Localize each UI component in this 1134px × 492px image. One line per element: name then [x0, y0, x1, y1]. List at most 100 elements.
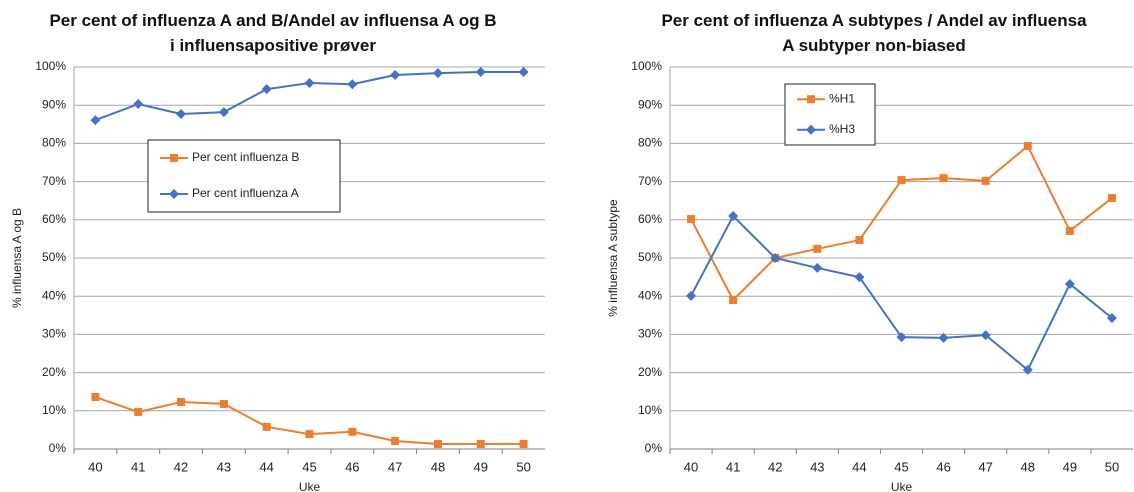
y-tick-label: 30%	[638, 327, 662, 341]
y-tick-label: 60%	[42, 212, 66, 226]
marker	[134, 407, 143, 416]
marker	[432, 68, 443, 79]
x-tick-label: 44	[259, 459, 273, 474]
marker	[1106, 312, 1117, 323]
marker	[897, 176, 906, 185]
marker	[518, 66, 529, 77]
y-axis-label: % influensa A og B	[10, 208, 24, 308]
x-tick-label: 43	[810, 459, 824, 474]
marker	[813, 244, 822, 253]
x-tick-label: 50	[1105, 459, 1119, 474]
marker	[475, 66, 486, 77]
marker	[219, 399, 228, 408]
x-tick-label: 42	[174, 459, 188, 474]
x-tick-label: 50	[516, 459, 530, 474]
x-tick-label: 49	[474, 459, 488, 474]
marker	[218, 107, 229, 118]
marker	[686, 290, 697, 301]
marker	[262, 422, 271, 431]
x-tick-label: 45	[894, 459, 908, 474]
marker	[177, 398, 186, 407]
y-tick-label: 100%	[35, 59, 66, 73]
x-axis-label: Uke	[891, 480, 913, 492]
y-tick-label: 10%	[638, 403, 662, 417]
marker	[433, 440, 442, 449]
legend-box	[147, 139, 341, 213]
y-tick-label: 70%	[42, 174, 66, 188]
y-tick-label: 0%	[645, 441, 663, 455]
marker	[980, 330, 991, 341]
legend-label: Per cent influenza B	[192, 150, 299, 164]
marker	[855, 236, 864, 245]
marker	[347, 79, 358, 90]
marker	[476, 440, 485, 449]
y-tick-label: 70%	[638, 174, 662, 188]
marker	[938, 332, 949, 343]
y-tick-label: 20%	[42, 365, 66, 379]
marker	[1065, 226, 1074, 235]
marker	[854, 272, 865, 283]
legend-label: Per cent influenza A	[192, 186, 299, 200]
legend-marker	[169, 189, 179, 199]
x-tick-label: 49	[1063, 459, 1077, 474]
x-tick-label: 48	[431, 459, 445, 474]
marker	[261, 84, 272, 95]
marker	[981, 176, 990, 185]
marker	[1023, 142, 1032, 151]
x-tick-label: 43	[217, 459, 231, 474]
x-tick-label: 46	[936, 459, 950, 474]
x-tick-label: 45	[302, 459, 316, 474]
marker	[812, 262, 823, 273]
y-tick-label: 10%	[42, 403, 66, 417]
marker	[304, 78, 315, 89]
x-tick-label: 46	[345, 459, 359, 474]
x-tick-label: 40	[684, 459, 698, 474]
marker	[133, 99, 144, 110]
marker	[1064, 278, 1075, 289]
marker	[1107, 194, 1116, 203]
y-tick-label: 50%	[638, 250, 662, 264]
y-axis-label: % influensa A subtype	[606, 199, 620, 317]
line	[690, 214, 1113, 372]
x-tick-label: 40	[88, 459, 102, 474]
marker	[348, 427, 357, 436]
y-tick-label: 100%	[631, 59, 662, 73]
chart-title: Per cent of influenza A and B/Andel av i…	[49, 11, 497, 55]
y-tick-label: 90%	[638, 97, 662, 111]
x-axis-label: Uke	[299, 480, 321, 492]
y-tick-label: 40%	[638, 288, 662, 302]
marker	[939, 174, 948, 183]
y-tick-label: 60%	[638, 212, 662, 226]
line	[690, 144, 1113, 302]
y-tick-label: 80%	[42, 136, 66, 150]
x-tick-label: 42	[768, 459, 782, 474]
y-tick-label: 40%	[42, 288, 66, 302]
y-tick-label: 80%	[638, 136, 662, 150]
y-tick-label: 30%	[42, 327, 66, 341]
legend-marker	[806, 124, 816, 135]
marker	[90, 115, 101, 126]
x-tick-label: 47	[978, 459, 992, 474]
legend-label: %H3	[829, 122, 855, 136]
marker	[91, 393, 100, 402]
marker	[176, 108, 187, 119]
marker	[728, 210, 739, 221]
y-tick-label: 20%	[638, 365, 662, 379]
x-tick-label: 47	[388, 459, 402, 474]
y-tick-label: 50%	[42, 250, 66, 264]
marker	[519, 440, 528, 449]
marker	[1022, 364, 1033, 375]
chart-title: Per cent of influenza A subtypes / Andel…	[661, 11, 1087, 55]
marker	[729, 296, 738, 305]
legend-label: %H1	[829, 91, 855, 105]
x-tick-label: 41	[131, 459, 145, 474]
legend-box	[784, 83, 876, 146]
y-tick-label: 0%	[49, 441, 67, 455]
marker	[390, 70, 401, 81]
marker	[305, 430, 314, 439]
marker	[896, 332, 907, 343]
y-tick-label: 90%	[42, 97, 66, 111]
x-tick-label: 41	[726, 459, 740, 474]
